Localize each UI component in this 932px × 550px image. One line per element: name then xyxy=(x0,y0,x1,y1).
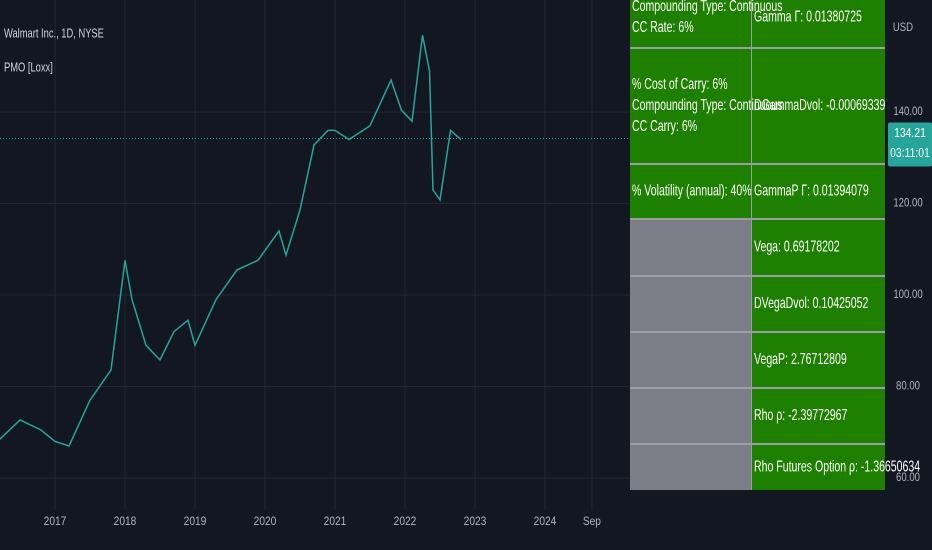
table-cell xyxy=(630,165,751,218)
table-cell xyxy=(752,49,885,163)
y-tick-label: 120.00 xyxy=(893,197,922,210)
table-cell xyxy=(630,333,751,387)
y-tick-label: 60.00 xyxy=(896,471,920,484)
x-tick-label: 2020 xyxy=(254,515,277,528)
y-tick-label: 140.00 xyxy=(893,105,922,118)
x-tick-label: 2022 xyxy=(394,515,417,528)
table-cell xyxy=(752,165,885,218)
table-cell xyxy=(752,220,885,275)
x-tick-label: 2023 xyxy=(464,515,487,528)
table-cell xyxy=(752,389,885,443)
data-table: Compounding Type: Continuous CC Rate: 6% G… xyxy=(630,0,921,490)
table-cell-text: DGammaDvol: -0.00069339 xyxy=(754,96,885,114)
x-tick-label: 2021 xyxy=(324,515,347,528)
x-tick-label: 2017 xyxy=(44,515,67,528)
table-cell-text: VegaP: 2.76712809 xyxy=(754,350,847,368)
currency: USD xyxy=(893,21,913,34)
symbol-title: Walmart Inc., 1D, NYSE xyxy=(4,27,104,41)
table-cell xyxy=(630,389,751,443)
y-tick-label: 80.00 xyxy=(896,380,920,393)
table-cell-text: CC Carry: 6% xyxy=(632,117,697,135)
x-tick-label: 2024 xyxy=(534,515,557,528)
table-cell-text: Rho ρ: -2.39772967 xyxy=(754,406,847,424)
price-line xyxy=(0,35,462,447)
x-tick-label: Sep xyxy=(583,515,601,528)
table-cell-text: % Volatility (annual): 40% xyxy=(632,182,752,200)
table-cell xyxy=(630,277,751,331)
table-cell xyxy=(752,277,885,331)
last-price-label: 134.21 xyxy=(894,126,926,140)
table-cell-text: CC Rate: 6% xyxy=(632,18,694,36)
x-tick-label: 2018 xyxy=(114,515,137,528)
countdown: 03:11:01 xyxy=(890,146,930,160)
table-cell xyxy=(752,445,885,490)
last-price-box xyxy=(888,122,932,167)
table-cell-text: % Cost of Carry: 6% xyxy=(632,75,728,93)
table-cell-text: Compounding Type: Continuous xyxy=(632,96,783,114)
table-cell-text: Gamma Γ: 0.01380725 xyxy=(754,8,862,26)
table-cell-text: Compounding Type: Continuous xyxy=(632,0,783,15)
table-cell-text: DVegaDvol: 0.10425052 xyxy=(754,294,868,312)
table-cell xyxy=(630,220,751,275)
table-cell-text: Rho Futures Option ρ: -1.36650634 xyxy=(754,458,921,476)
indicator-title: PMO [Loxx] xyxy=(4,61,53,75)
table-cell xyxy=(630,0,751,47)
table-cell xyxy=(630,445,751,490)
table-cell-text: Vega: 0.69178202 xyxy=(754,238,840,256)
x-tick-label: 2019 xyxy=(184,515,207,528)
price-axis xyxy=(885,0,932,550)
y-tick-label: 100.00 xyxy=(893,288,922,301)
table-cell xyxy=(630,49,751,163)
table-cell-text: GammaP Γ: 0.01394079 xyxy=(754,182,869,200)
table-cell xyxy=(752,0,885,47)
table-cell xyxy=(752,333,885,387)
